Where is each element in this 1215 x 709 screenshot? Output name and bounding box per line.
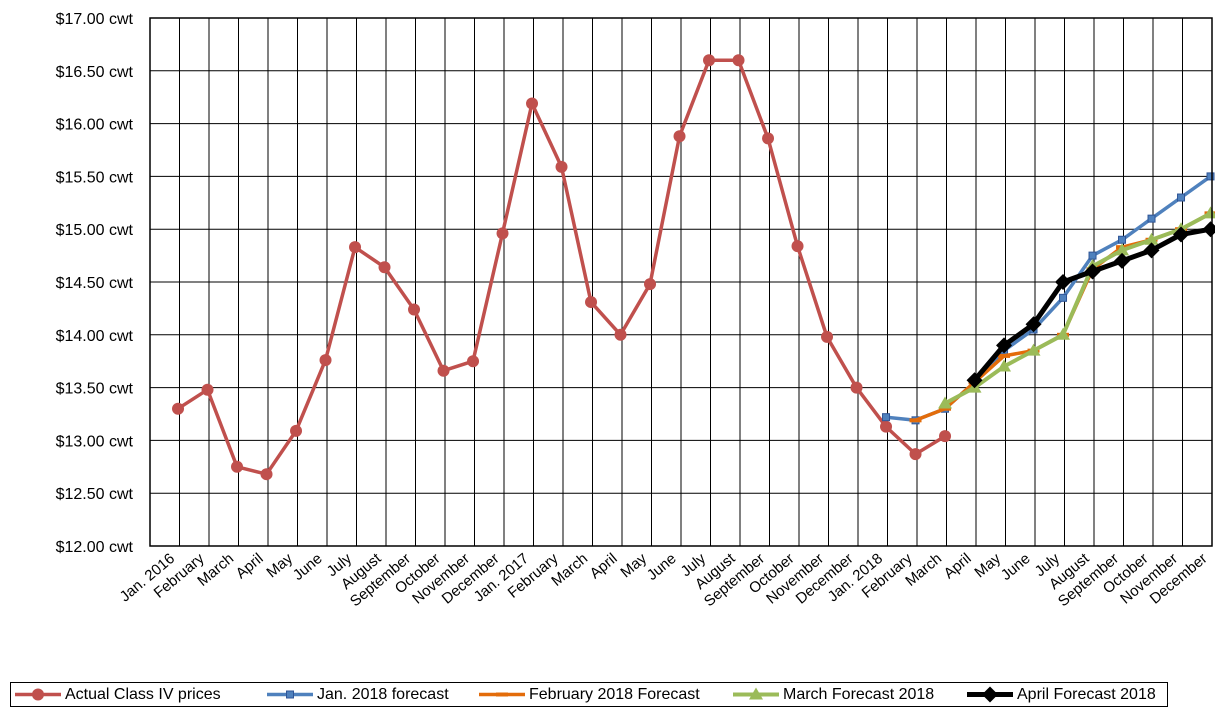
- series-3-point: [909, 418, 922, 423]
- x-tick-label: June: [998, 550, 1034, 584]
- series-2-point: [1118, 235, 1127, 244]
- legend-point: [982, 686, 998, 703]
- series-4-point: [1115, 243, 1130, 256]
- series-4-point: [1056, 327, 1071, 340]
- series-5-point: [1055, 274, 1072, 290]
- y-tick-label: $13.00 cwt: [56, 433, 134, 450]
- legend-label: Actual Class IV prices: [65, 686, 221, 703]
- y-tick-label: $16.00 cwt: [56, 117, 134, 134]
- y-tick-label: $13.50 cwt: [56, 381, 134, 398]
- plot-area-frame: [149, 17, 1213, 547]
- series-1-point: [290, 424, 303, 437]
- y-tick-label: $15.50 cwt: [56, 169, 134, 186]
- series-2-point: [1206, 172, 1215, 181]
- series-5-point: [996, 337, 1013, 354]
- series-1-point: [408, 303, 421, 316]
- series-2-point: [1147, 214, 1156, 223]
- legend-point: [286, 690, 294, 699]
- y-tick-label: $14.50 cwt: [56, 275, 134, 292]
- legend-swatch: [15, 688, 61, 701]
- series-1-point: [172, 402, 185, 415]
- series-5-point: [966, 372, 983, 389]
- chart-legend: Actual Class IV prices Jan. 2018 forecast…: [10, 682, 1168, 707]
- series-4-point: [1026, 343, 1041, 356]
- x-tick-label: April: [941, 550, 975, 582]
- series-1: [172, 54, 952, 481]
- series-1-line: [177, 58, 946, 476]
- series-1-point: [526, 97, 539, 110]
- series-2-point: [1059, 293, 1068, 302]
- series-5-point: [1143, 242, 1160, 259]
- legend-point: [32, 688, 44, 701]
- x-tick-label: May: [617, 550, 650, 582]
- series-1-point: [644, 278, 657, 291]
- series-2: [882, 172, 1215, 425]
- x-tick-label: April: [233, 550, 267, 582]
- legend-label: Jan. 2018 forecast: [317, 686, 449, 703]
- gridlines: [150, 18, 1212, 546]
- series-5-point: [1084, 263, 1101, 280]
- y-tick-label: $14.00 cwt: [56, 328, 134, 345]
- series-1-point: [939, 430, 952, 443]
- series-5-point: [1202, 221, 1215, 238]
- legend-swatch: [479, 692, 525, 697]
- y-tick-label: $12.00 cwt: [56, 539, 134, 556]
- series-1-point: [231, 460, 244, 473]
- series-lines: [172, 54, 1215, 481]
- series-1-point: [703, 54, 716, 67]
- x-tick-label: June: [290, 550, 326, 584]
- x-tick-label: June: [644, 550, 680, 584]
- legend-label: March Forecast 2018: [783, 686, 935, 703]
- legend-label: February 2018 Forecast: [529, 686, 700, 703]
- series-1-point: [614, 328, 627, 341]
- series-1-point: [378, 261, 391, 274]
- series-4-point: [1144, 232, 1159, 245]
- legend-swatch: [967, 686, 1013, 703]
- series-4-point: [938, 396, 953, 409]
- series-1-point: [555, 160, 568, 173]
- series-1-point: [850, 381, 863, 394]
- series-1-point: [467, 355, 480, 368]
- series-5-point: [1173, 226, 1190, 243]
- series-1-point: [909, 448, 922, 461]
- series-1-point: [585, 296, 598, 309]
- series-1-point: [437, 364, 450, 377]
- series-3-point: [939, 406, 952, 411]
- series-1-point: [319, 354, 332, 367]
- series-1-point: [821, 330, 834, 343]
- x-tick-label: April: [587, 550, 621, 582]
- series-2-point: [1088, 251, 1097, 260]
- legend-swatch: [267, 690, 313, 699]
- y-tick-label: $16.50 cwt: [56, 64, 134, 81]
- series-1-point: [762, 132, 775, 145]
- y-tick-label: $15.00 cwt: [56, 222, 134, 239]
- series-2-point: [1177, 193, 1186, 202]
- series-5-point: [1025, 316, 1042, 333]
- x-tick-label: May: [971, 550, 1004, 582]
- legend-point: [496, 692, 508, 697]
- series-1-point: [349, 241, 362, 254]
- series-2-line: [885, 174, 1212, 423]
- series-1-point: [880, 420, 893, 433]
- series-1-point: [732, 54, 745, 67]
- series-1-point: [496, 227, 509, 240]
- series-1-point: [791, 240, 804, 253]
- series-1-point: [260, 468, 273, 481]
- legend-point: [749, 687, 763, 700]
- y-axis-ticks: $12.00 cwt $12.50 cwt $13.00 cwt $13.50 cwt…: [56, 11, 134, 556]
- y-tick-label: $17.00 cwt: [56, 11, 134, 28]
- legend-swatch: [733, 687, 779, 700]
- series-3-point: [998, 353, 1011, 358]
- series-1-point: [673, 130, 686, 143]
- legend-label: April Forecast 2018: [1017, 686, 1156, 703]
- x-axis-ticks: Jan. 2016FebruaryMarchAprilMayJuneJulyAu…: [117, 550, 1211, 611]
- series-1-point: [201, 383, 214, 396]
- y-tick-label: $12.50 cwt: [56, 486, 134, 503]
- x-tick-label: May: [263, 550, 296, 582]
- series-4-line: [944, 211, 1212, 406]
- series-5-point: [1114, 252, 1131, 269]
- series-4-point: [997, 359, 1012, 372]
- series-2-point: [882, 413, 891, 422]
